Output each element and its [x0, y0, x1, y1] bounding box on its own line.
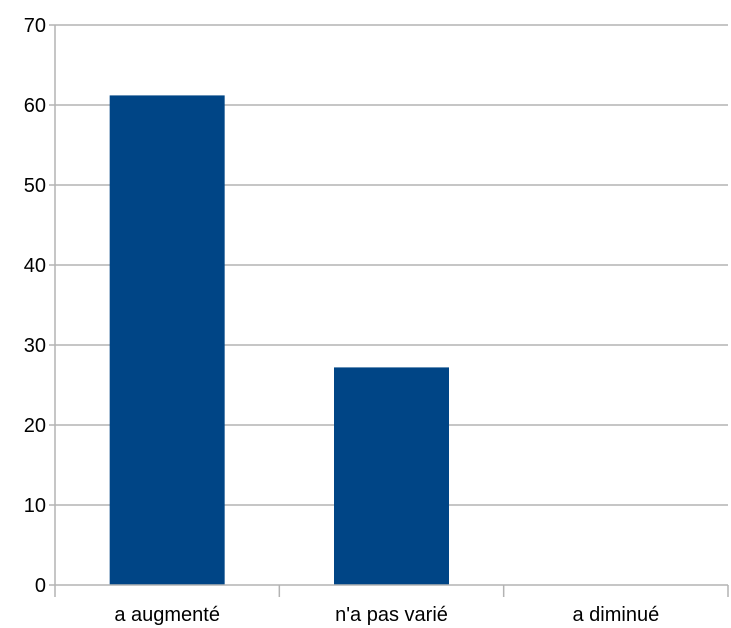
- y-tick-label: 10: [24, 495, 46, 517]
- bars: [109, 95, 449, 586]
- x-category-label: n'a pas varié: [335, 604, 448, 626]
- y-axis-ticks: 0 10 20 30 40 50 60 70: [24, 15, 56, 597]
- y-tick-label: 40: [24, 255, 46, 277]
- y-tick-label: 50: [24, 175, 46, 197]
- x-category-label: a augmenté: [114, 604, 220, 626]
- y-tick-label: 30: [24, 335, 46, 357]
- x-axis: [54, 584, 729, 597]
- y-tick-label: 70: [24, 15, 46, 37]
- bar-2: [334, 367, 449, 585]
- x-axis-labels: a augmenté n'a pas varié a diminué: [114, 604, 659, 626]
- y-tick-label: 60: [24, 95, 46, 117]
- x-category-label: a diminué: [572, 604, 659, 626]
- y-tick-label: 0: [35, 575, 46, 597]
- bar-1: [109, 95, 225, 586]
- y-tick-label: 20: [24, 415, 46, 437]
